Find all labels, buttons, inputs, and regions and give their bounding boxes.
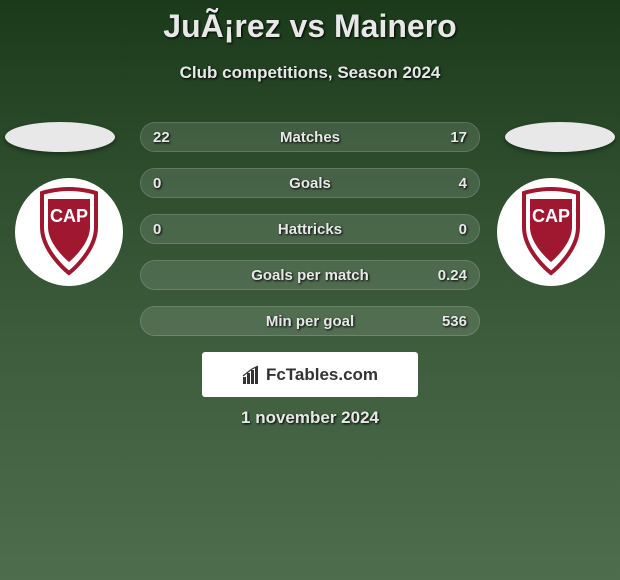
stats-container: 22 Matches 17 0 Goals 4 0 Hattricks 0 Go… — [140, 122, 480, 352]
watermark-text: FcTables.com — [266, 365, 378, 385]
stat-right-value: 17 — [450, 123, 467, 151]
player-photo-right — [505, 122, 615, 152]
comparison-card: JuÃ¡rez vs Mainero Club competitions, Se… — [0, 0, 620, 580]
shield-icon: CAP — [516, 187, 586, 277]
stat-right-value: 536 — [442, 307, 467, 335]
stat-label: Matches — [141, 123, 479, 151]
stat-label: Goals — [141, 169, 479, 197]
svg-text:CAP: CAP — [50, 206, 88, 226]
stat-label: Goals per match — [141, 261, 479, 289]
date-text: 1 november 2024 — [0, 408, 620, 428]
stat-label: Min per goal — [141, 307, 479, 335]
stat-row: Min per goal 536 — [140, 306, 480, 336]
stat-right-value: 0.24 — [438, 261, 467, 289]
stat-row: 0 Hattricks 0 — [140, 214, 480, 244]
stat-row: Goals per match 0.24 — [140, 260, 480, 290]
stat-right-value: 0 — [459, 215, 467, 243]
player-photo-left — [5, 122, 115, 152]
subtitle: Club competitions, Season 2024 — [0, 63, 620, 83]
svg-text:CAP: CAP — [532, 206, 570, 226]
team-badge-right: CAP — [497, 178, 605, 286]
stat-row: 22 Matches 17 — [140, 122, 480, 152]
bar-chart-icon — [242, 365, 262, 385]
stat-row: 0 Goals 4 — [140, 168, 480, 198]
stat-label: Hattricks — [141, 215, 479, 243]
page-title: JuÃ¡rez vs Mainero — [0, 0, 620, 45]
shield-icon: CAP — [34, 187, 104, 277]
watermark: FcTables.com — [202, 352, 418, 397]
team-badge-left: CAP — [15, 178, 123, 286]
stat-right-value: 4 — [459, 169, 467, 197]
